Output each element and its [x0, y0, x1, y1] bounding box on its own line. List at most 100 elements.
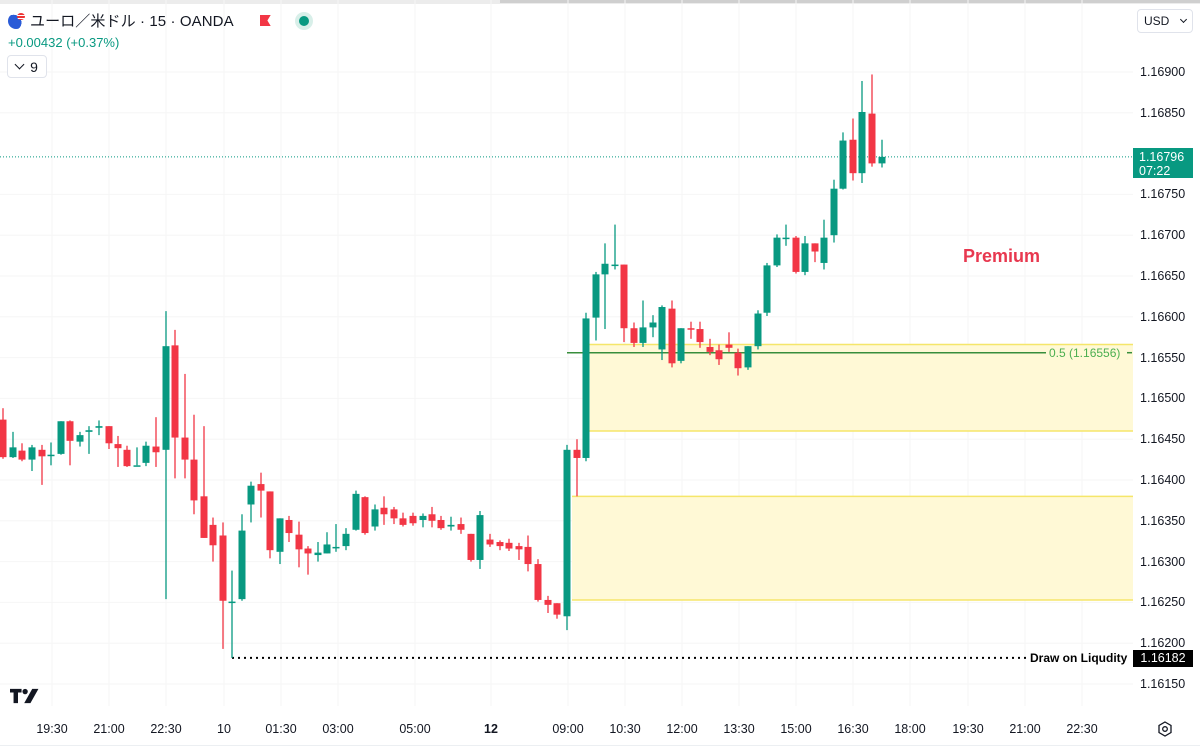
time-axis-label: 03:00 — [322, 722, 354, 736]
price-axis-label: 1.16500 — [1140, 391, 1186, 406]
candle-body-up — [85, 430, 93, 432]
candle-body-down — [715, 350, 723, 360]
time-axis-label: 22:30 — [1066, 722, 1098, 736]
candle-body-up — [323, 544, 331, 554]
candle-body-up — [476, 515, 484, 560]
price-axis-label: 1.16250 — [1140, 595, 1186, 610]
candle-body-down — [18, 450, 26, 460]
candle-body-up — [563, 449, 571, 617]
candle-body-down — [38, 449, 46, 457]
candle-body-up — [342, 533, 350, 547]
candle-body-up — [592, 274, 600, 318]
candle-body-down — [0, 419, 7, 458]
candle-body-down — [114, 444, 122, 449]
candle-body-down — [515, 546, 523, 550]
red-flag-icon[interactable] — [259, 15, 271, 26]
candle-body-down — [553, 603, 561, 615]
time-axis-label: 10:30 — [609, 722, 641, 736]
candle-body-up — [611, 264, 619, 267]
time-axis-label: 12:00 — [666, 722, 698, 736]
time-axis-label: 21:00 — [1009, 722, 1041, 736]
price-axis-label: 1.16700 — [1140, 228, 1186, 243]
time-axis-label: 01:30 — [265, 722, 297, 736]
draw-on-liquidity-price-tag: 1.16182 — [1133, 650, 1193, 667]
candle-body-down — [725, 344, 733, 348]
price-axis-label: 1.16150 — [1140, 677, 1186, 691]
eurusd-flag-icon — [8, 12, 25, 29]
time-axis-label: 05:00 — [399, 722, 431, 736]
candle-body-down — [428, 514, 436, 521]
candle-body-down — [496, 542, 504, 547]
currency-select[interactable]: USD — [1137, 9, 1193, 33]
price-axis-label: 1.16850 — [1140, 105, 1186, 120]
tradingview-logo-icon[interactable] — [10, 688, 42, 704]
candle-body-down — [190, 459, 198, 501]
price-axis-label: 1.16350 — [1140, 513, 1186, 528]
candle-body-down — [209, 524, 217, 546]
candle-body-up — [247, 485, 255, 505]
candle-body-up — [601, 263, 609, 275]
candle-body-up — [95, 426, 103, 428]
market-open-dot-icon[interactable] — [294, 11, 313, 30]
price-axis-label: 1.16650 — [1140, 269, 1186, 283]
candle-body-down — [792, 237, 800, 272]
settings-gear-icon[interactable] — [1157, 721, 1173, 737]
currency-value: USD — [1144, 14, 1170, 28]
premium-label[interactable]: Premium — [963, 246, 1041, 266]
candle-body-down — [573, 449, 581, 458]
candle-body-up — [47, 454, 55, 457]
candle-body-down — [390, 509, 398, 519]
chevron-down-icon — [1179, 15, 1188, 23]
candle-body-up — [582, 318, 590, 458]
candle-body-up — [782, 237, 790, 240]
time-axis-label: 19:30 — [36, 722, 68, 736]
candle-body-down — [486, 539, 494, 545]
candle-body-down — [361, 497, 369, 534]
candle-body-up — [649, 322, 657, 328]
candle-body-down — [734, 352, 742, 369]
time-axis-label: 21:00 — [93, 722, 125, 736]
candle-body-up — [76, 435, 84, 442]
price-change: +0.00432 (+0.37%) — [8, 35, 120, 50]
candle-body-down — [687, 328, 695, 330]
fvg-zone — [572, 496, 1133, 600]
candle-body-down — [534, 564, 542, 600]
candle-body-down — [295, 534, 303, 550]
time-axis-label: 10 — [217, 722, 231, 736]
candle-body-down — [505, 542, 513, 549]
candle-body-down — [630, 328, 638, 343]
fib-level-label[interactable]: 0.5 (1.16556) — [1049, 346, 1121, 360]
symbol-legend: ユーロ／米ドル · 15 · OANDA — [8, 10, 313, 31]
candle-body-down — [257, 484, 265, 491]
candle-body-down — [171, 345, 179, 438]
candle-body-down — [811, 243, 819, 252]
time-axis-label: 15:00 — [780, 722, 812, 736]
draw-on-liquidity-label[interactable]: Draw on Liqudity — [1030, 651, 1128, 665]
candle-body-up — [773, 237, 781, 266]
price-axis-label: 1.16750 — [1140, 187, 1186, 202]
candle-body-down — [200, 496, 208, 538]
price-axis-label: 1.16900 — [1140, 65, 1186, 79]
candle-body-down — [285, 519, 293, 534]
candle-body-down — [219, 535, 227, 601]
fvg-zone — [586, 344, 1133, 432]
candle-body-up — [820, 237, 828, 263]
candle-body-up — [763, 265, 771, 313]
candle-body-up — [754, 313, 762, 347]
candle-body-up — [133, 465, 141, 467]
candle-body-up — [238, 530, 246, 600]
candle-body-up — [419, 515, 427, 520]
last-price-value: 1.16796 — [1139, 150, 1185, 164]
time-axis-label: 12 — [484, 722, 498, 736]
time-axis-label: 13:30 — [723, 722, 755, 736]
candle-body-up — [352, 493, 360, 530]
indicators-collapse-button[interactable]: 9 — [7, 55, 47, 78]
symbol-title[interactable]: ユーロ／米ドル · 15 · OANDA — [30, 13, 234, 30]
candle-body-up — [162, 346, 170, 450]
candle-body-up — [839, 140, 847, 189]
candle-body-up — [57, 421, 65, 454]
bar-countdown: 07:22 — [1139, 164, 1171, 178]
candle-body-up — [858, 111, 866, 174]
candle-body-down — [706, 346, 714, 352]
